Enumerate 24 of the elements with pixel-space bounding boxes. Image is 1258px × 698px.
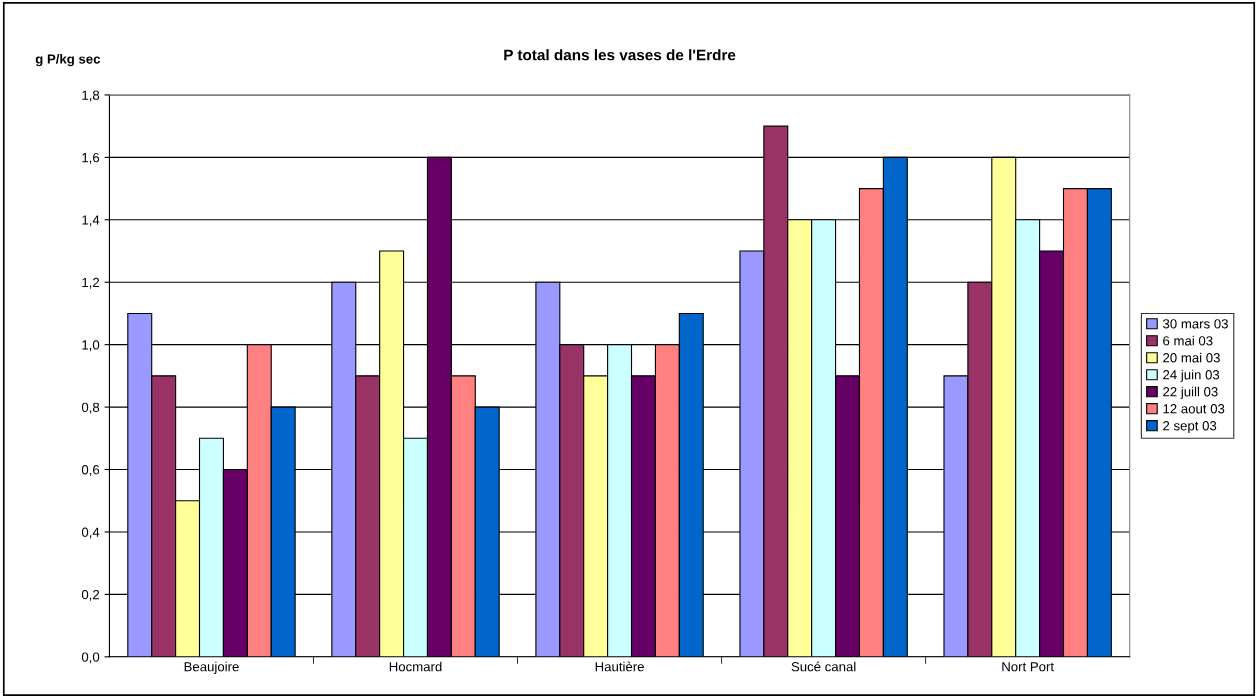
x-tick-label: Hocmard: [389, 661, 442, 672]
y-tick-label: 1,0: [82, 340, 100, 352]
legend-label: 20 mai 03: [1163, 352, 1220, 363]
legend-label: 30 mars 03: [1163, 319, 1228, 329]
y-axis-title: g P/kg sec: [35, 53, 101, 67]
x-tick-label: Nort Port: [1002, 662, 1054, 672]
y-tick-label: 0,2: [81, 589, 100, 601]
y-tick-label: 1,4: [82, 215, 100, 227]
legend-label: 22 juill 03: [1163, 386, 1218, 400]
y-tick-label: 0,0: [81, 652, 100, 664]
chart-title: P total dans les vases de l'Erdre: [504, 49, 736, 61]
y-tick-label: 1,2: [82, 277, 100, 289]
y-tick-label: 0,6: [81, 465, 100, 476]
x-tick-label: Hautière: [595, 661, 644, 672]
y-tick-label: 1,8: [82, 90, 100, 102]
legend-label: 24 juin 03: [1163, 369, 1220, 383]
x-tick-label: Beaujoire: [184, 661, 239, 674]
y-tick-label: 0,4: [81, 527, 100, 539]
legend-label: 6 mai 03: [1163, 335, 1213, 346]
x-tick-label: Sucé canal: [791, 661, 856, 672]
legend-label: 2 sept 03: [1163, 421, 1217, 434]
legend-label: 12 aout 03: [1163, 404, 1225, 414]
y-tick-label: 1,6: [82, 152, 100, 164]
y-tick-label: 0,8: [81, 402, 100, 414]
